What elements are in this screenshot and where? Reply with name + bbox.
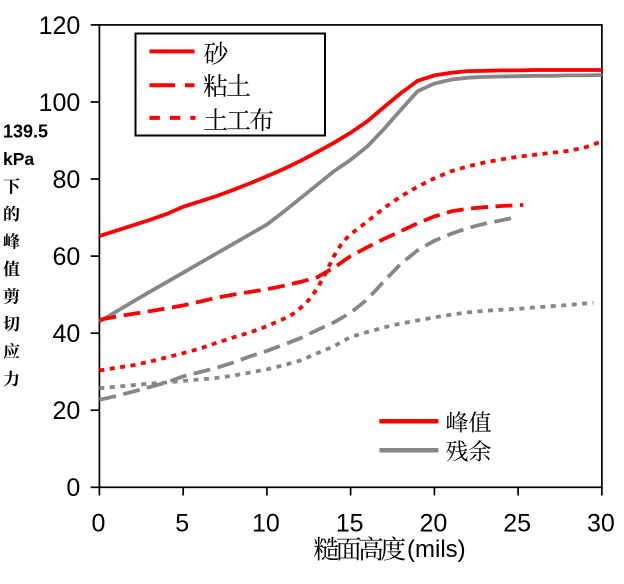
svg-text:25: 25 xyxy=(503,510,531,538)
svg-text:0: 0 xyxy=(66,474,80,502)
svg-text:80: 80 xyxy=(52,166,80,194)
svg-text:kPa: kPa xyxy=(3,149,34,169)
svg-text:10: 10 xyxy=(252,510,280,538)
svg-text:20: 20 xyxy=(419,510,447,538)
svg-text:0: 0 xyxy=(91,510,105,538)
svg-text:20: 20 xyxy=(52,397,80,425)
svg-text:40: 40 xyxy=(52,320,80,348)
svg-text:(mils): (mils) xyxy=(407,536,466,563)
svg-text:120: 120 xyxy=(39,12,81,40)
svg-text:100: 100 xyxy=(39,89,81,117)
svg-text:60: 60 xyxy=(52,243,80,271)
svg-text:139.5: 139.5 xyxy=(3,122,48,142)
svg-text:15: 15 xyxy=(336,510,364,538)
svg-text:30: 30 xyxy=(587,510,615,538)
svg-text:5: 5 xyxy=(175,510,189,538)
